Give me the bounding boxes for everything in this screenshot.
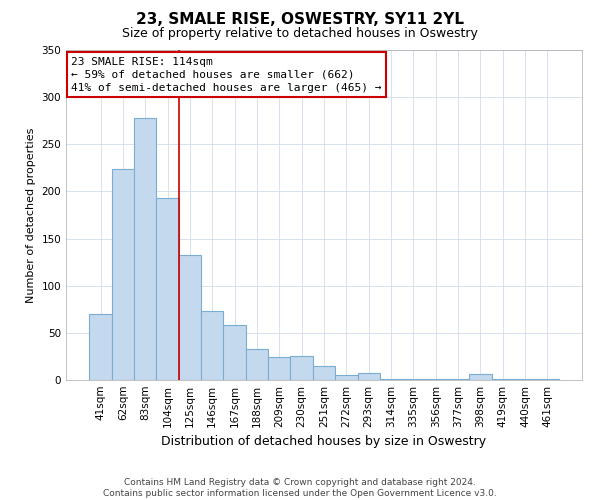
Bar: [335, 376, 358, 380]
Text: Contains HM Land Registry data © Crown copyright and database right 2024.
Contai: Contains HM Land Registry data © Crown c…: [103, 478, 497, 498]
Bar: [201, 311, 223, 380]
Bar: [246, 349, 268, 380]
Text: 23 SMALE RISE: 114sqm
← 59% of detached houses are smaller (662)
41% of semi-det: 23 SMALE RISE: 114sqm ← 59% of detached …: [71, 56, 382, 93]
Bar: [425, 379, 447, 380]
Bar: [514, 379, 536, 380]
Bar: [157, 198, 179, 380]
Bar: [313, 366, 335, 380]
Bar: [223, 326, 246, 380]
Bar: [89, 314, 112, 380]
Bar: [358, 374, 380, 380]
Bar: [380, 379, 402, 380]
Text: Size of property relative to detached houses in Oswestry: Size of property relative to detached ho…: [122, 28, 478, 40]
Bar: [290, 356, 313, 380]
Bar: [447, 379, 469, 380]
Bar: [491, 379, 514, 380]
Bar: [134, 118, 157, 380]
X-axis label: Distribution of detached houses by size in Oswestry: Distribution of detached houses by size …: [161, 436, 487, 448]
Text: 23, SMALE RISE, OSWESTRY, SY11 2YL: 23, SMALE RISE, OSWESTRY, SY11 2YL: [136, 12, 464, 28]
Bar: [469, 374, 491, 380]
Bar: [402, 379, 425, 380]
Bar: [268, 358, 290, 380]
Y-axis label: Number of detached properties: Number of detached properties: [26, 128, 36, 302]
Bar: [179, 254, 201, 380]
Bar: [112, 169, 134, 380]
Bar: [536, 379, 559, 380]
